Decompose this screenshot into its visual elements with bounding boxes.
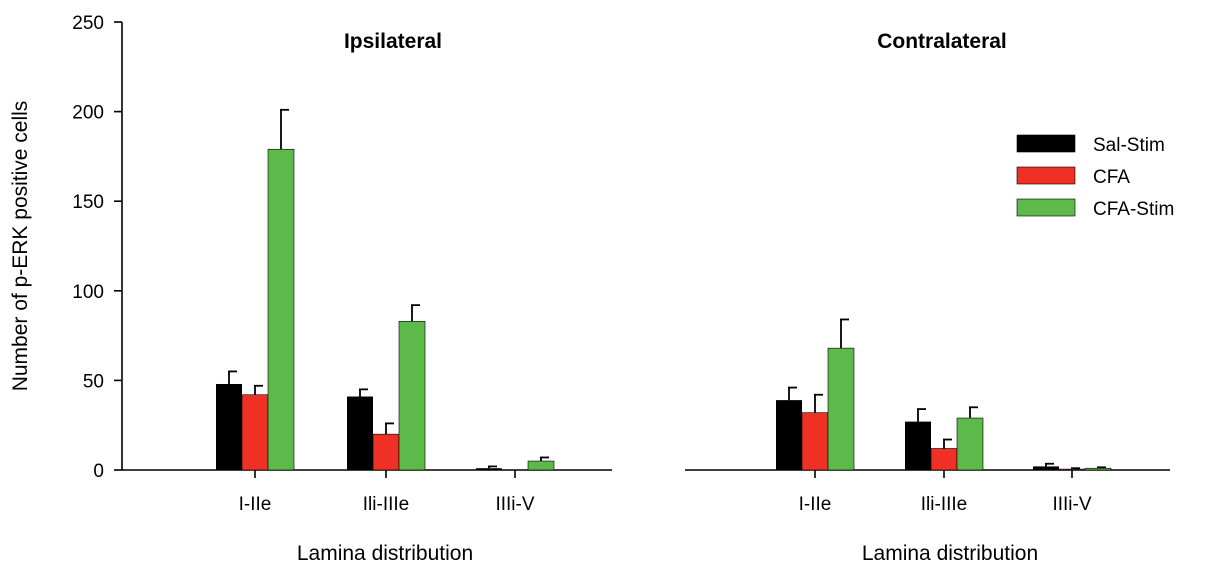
x-tick-label: Ili-IIIe bbox=[363, 494, 409, 515]
bar-cfa-stim bbox=[1084, 467, 1112, 471]
bar-sal-stim bbox=[347, 396, 373, 470]
y-tick-label: 100 bbox=[72, 282, 104, 303]
legend: Sal-Stim CFA CFA-Stim bbox=[1016, 134, 1174, 220]
legend-label: Sal-Stim bbox=[1093, 135, 1165, 156]
panel-contralateral: Contralateral I-IIe Ili-IIIe IIIi-V Lamina… bbox=[685, 30, 1170, 565]
legend-swatch-cfa-stim bbox=[1016, 198, 1076, 217]
y-tick-label: 200 bbox=[72, 103, 104, 124]
x-tick-label: I-IIe bbox=[239, 494, 272, 515]
x-tick-label: IIIi-V bbox=[1052, 494, 1091, 515]
panel-title-contralateral: Contralateral bbox=[877, 30, 1007, 53]
panel-ipsilateral: Ipsilateral I-IIe Ili-IIIe IIIi-V Lamina d… bbox=[122, 30, 612, 565]
x-tick-label: IIIi-V bbox=[495, 494, 534, 515]
y-axis-title: Number of p-ERK positive cells bbox=[9, 101, 32, 392]
y-tick-label: 250 bbox=[72, 13, 104, 34]
bar-cfa bbox=[930, 448, 958, 471]
bar-cfa bbox=[1058, 468, 1086, 471]
x-axis-title-ipsilateral: Lamina distribution bbox=[297, 542, 473, 565]
legend-swatch-sal-stim bbox=[1016, 134, 1076, 153]
x-tick-label: I-IIe bbox=[799, 494, 832, 515]
bar-cfa-stim bbox=[267, 148, 295, 471]
bar-cfa bbox=[241, 394, 269, 471]
bar-cfa bbox=[372, 433, 400, 471]
bar-cfa-stim bbox=[398, 320, 426, 471]
bar-cfa-stim bbox=[827, 347, 855, 471]
y-tick-label: 0 bbox=[93, 461, 104, 482]
y-tick-label: 150 bbox=[72, 192, 104, 213]
legend-label: CFA-Stim bbox=[1093, 199, 1174, 220]
bars-contralateral bbox=[776, 318, 1112, 471]
bar-cfa-stim bbox=[956, 417, 984, 471]
bar-cfa-stim bbox=[527, 460, 555, 471]
bar-sal-stim bbox=[776, 400, 802, 470]
bar-sal-stim bbox=[905, 421, 931, 470]
x-ticks-contralateral: I-IIe Ili-IIIe IIIi-V bbox=[799, 470, 1092, 515]
bars-ipsilateral bbox=[216, 108, 555, 471]
x-ticks-ipsilateral: I-IIe Ili-IIIe IIIi-V bbox=[239, 470, 535, 515]
legend-label: CFA bbox=[1093, 167, 1130, 188]
legend-swatch-cfa bbox=[1016, 166, 1076, 185]
y-axis-ticks: 0 50 100 150 200 250 bbox=[72, 13, 122, 482]
bar-sal-stim bbox=[1033, 466, 1059, 470]
x-tick-label: Ili-IIIe bbox=[921, 494, 967, 515]
bar-cfa bbox=[801, 412, 829, 471]
bar-sal-stim bbox=[216, 383, 242, 470]
x-axis-title-contralateral: Lamina distribution bbox=[862, 542, 1038, 565]
y-tick-label: 50 bbox=[83, 371, 104, 392]
bar-sal-stim bbox=[476, 468, 502, 470]
panel-title-ipsilateral: Ipsilateral bbox=[344, 30, 442, 53]
